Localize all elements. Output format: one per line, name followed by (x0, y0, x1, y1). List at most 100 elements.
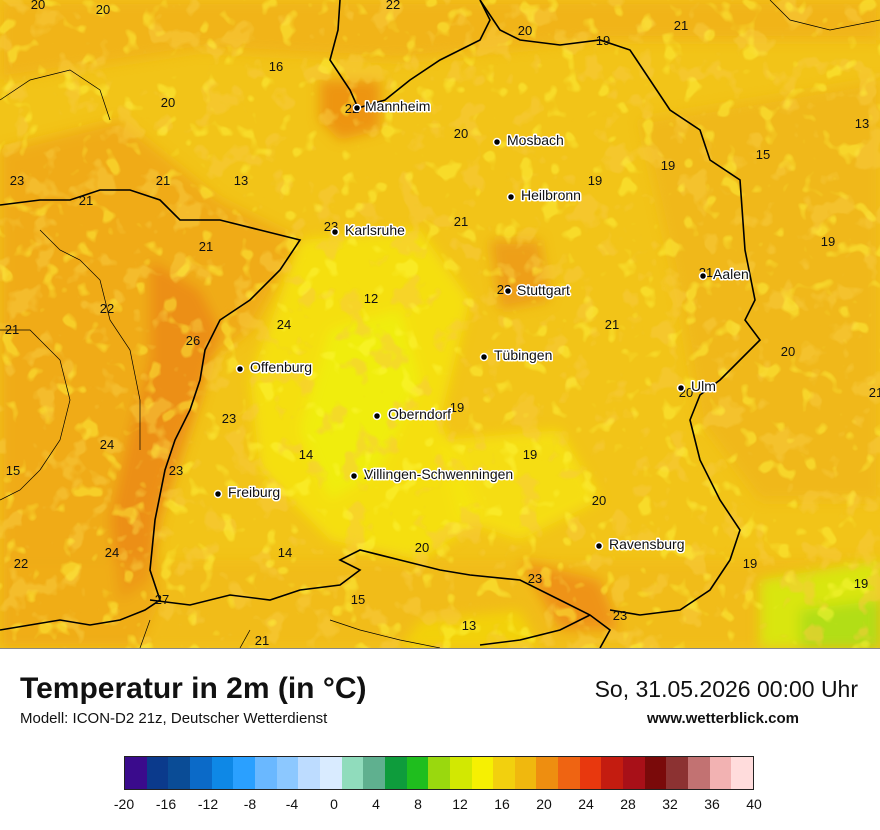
temperature-label: 20 (781, 344, 795, 359)
city-ulm[interactable]: Ulm (676, 377, 717, 396)
website-link[interactable]: www.wetterblick.com (647, 710, 799, 727)
legend-swatch (319, 757, 342, 789)
temperature-label: 13 (855, 116, 869, 131)
city-dot (492, 137, 502, 147)
city-label: Stuttgart (517, 282, 570, 298)
temperature-label: 22 (100, 301, 114, 316)
legend-swatch (406, 757, 429, 789)
legend-tick-label: 8 (414, 796, 422, 812)
city-label: Heilbronn (521, 187, 581, 203)
legend-swatch (536, 757, 559, 789)
temperature-label: 19 (854, 576, 868, 591)
city-label: Villingen-Schwenningen (364, 466, 513, 482)
color-legend (124, 756, 754, 790)
legend-swatch (276, 757, 299, 789)
city-tuebingen[interactable]: Tübingen (479, 346, 554, 365)
temperature-label: 26 (186, 333, 200, 348)
city-dot (213, 489, 223, 499)
city-mosbach[interactable]: Mosbach (492, 131, 565, 150)
model-source: Modell: ICON-D2 21z, Deutscher Wetterdie… (20, 710, 328, 727)
temperature-label: 23 (169, 463, 183, 478)
city-aalen[interactable]: Aalen (698, 265, 750, 284)
temperature-label: 13 (234, 173, 248, 188)
city-villingen-schwenningen[interactable]: Villingen-Schwenningen (349, 465, 515, 484)
temperature-label: 15 (6, 463, 20, 478)
temperature-label: 23 (528, 571, 542, 586)
legend-swatch (709, 757, 732, 789)
legend-swatch (623, 757, 645, 789)
legend-tick-label: 20 (536, 796, 552, 812)
legend-swatch (579, 757, 602, 789)
temperature-label: 19 (661, 158, 675, 173)
legend-swatch (428, 757, 450, 789)
temperature-label: 24 (105, 545, 119, 560)
legend-swatch (384, 757, 407, 789)
legend-tick-label: -16 (155, 796, 177, 812)
legend-tick-label: 40 (746, 796, 762, 812)
legend-swatch (731, 757, 754, 789)
city-markers: Mannheim Mosbach Heilbronn Karlsruhe Aal… (213, 97, 750, 554)
legend-swatch (601, 757, 624, 789)
temperature-label: 22 (386, 0, 400, 12)
temperature-label: 21 (454, 214, 468, 229)
city-offenburg[interactable]: Offenburg (235, 358, 314, 377)
city-ravensburg[interactable]: Ravensburg (594, 535, 686, 554)
city-oberndorf[interactable]: Oberndorf (372, 405, 453, 424)
city-dot (330, 227, 340, 237)
temperature-label: 19 (596, 33, 610, 48)
temperature-label: 22 (14, 556, 28, 571)
texture-cool (0, 0, 880, 648)
city-dot (676, 383, 686, 393)
legend-tick-label: 28 (620, 796, 636, 812)
map-footer: Temperatur in 2m (in °C) Modell: ICON-D2… (0, 648, 880, 830)
city-dot (594, 541, 604, 551)
city-freiburg[interactable]: Freiburg (213, 483, 282, 502)
legend-swatch (168, 757, 190, 789)
city-label: Oberndorf (388, 406, 451, 422)
temperature-label: 20 (31, 0, 45, 12)
temperature-label: 19 (743, 556, 757, 571)
temperature-map: 20 20 22 20 19 21 16 20 22 20 13 19 15 2… (0, 0, 880, 649)
legend-tick-label: -4 (285, 796, 299, 812)
city-dot (352, 103, 362, 113)
temperature-label: 19 (523, 447, 537, 462)
temperature-label: 21 (674, 18, 688, 33)
legend-tick-label: 0 (330, 796, 338, 812)
temperature-label: 20 (415, 540, 429, 555)
city-karlsruhe[interactable]: Karlsruhe (330, 221, 407, 240)
temperature-label: 23 (613, 608, 627, 623)
city-heilbronn[interactable]: Heilbronn (506, 186, 582, 205)
temperature-label: 12 (364, 291, 378, 306)
legend-swatch (254, 757, 277, 789)
legend-tick-label: 12 (452, 796, 468, 812)
temperature-label: 27 (155, 592, 169, 607)
legend-swatch (125, 757, 147, 789)
temperature-label: 21 (5, 322, 19, 337)
city-dot (349, 471, 359, 481)
temperature-label: 20 (592, 493, 606, 508)
city-dot (372, 411, 382, 421)
legend-tick-label: 4 (372, 796, 380, 812)
legend-tick-label: 32 (662, 796, 678, 812)
temperature-label: 21 (156, 173, 170, 188)
temperature-label: 14 (299, 447, 313, 462)
city-label: Mannheim (365, 98, 430, 114)
temperature-label: 20 (96, 2, 110, 17)
temperature-label: 20 (161, 95, 175, 110)
legend-tick-label: -20 (113, 796, 135, 812)
temperature-label: 23 (10, 173, 24, 188)
legend-swatch (688, 757, 710, 789)
legend-swatch (211, 757, 234, 789)
city-stuttgart[interactable]: Stuttgart (503, 281, 572, 300)
temperature-label: 19 (588, 173, 602, 188)
temperature-labels: 20 20 22 20 19 21 16 20 22 20 13 19 15 2… (5, 0, 880, 648)
temperature-label: 15 (351, 592, 365, 607)
temperature-label: 14 (278, 545, 292, 560)
city-dot (479, 352, 489, 362)
temperature-label: 19 (821, 234, 835, 249)
city-mannheim[interactable]: Mannheim (352, 97, 432, 116)
city-label: Aalen (713, 266, 749, 282)
legend-tick-label: 16 (494, 796, 510, 812)
temperature-label: 24 (277, 317, 291, 332)
legend-tick-label: -8 (243, 796, 257, 812)
